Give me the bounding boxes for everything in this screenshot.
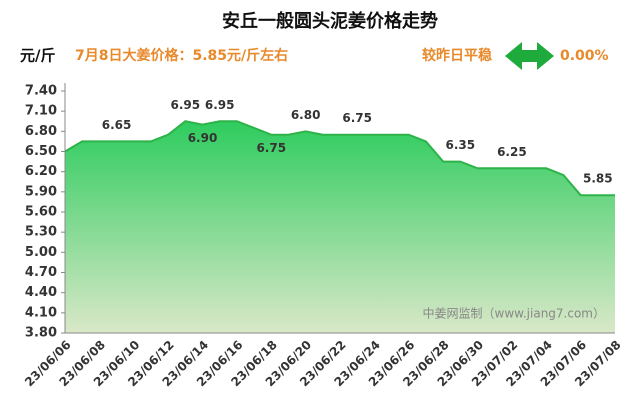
- y-tick-label: 7.40: [25, 84, 57, 99]
- line: [64, 120, 615, 197]
- y-tick-label: 6.80: [25, 124, 57, 139]
- data-label: 6.25: [497, 145, 527, 159]
- plot-area: 3.80 4.10 4.40 4.70 5.00 5.30 5.60 5.90 6.20 6.50…: [22, 83, 624, 389]
- data-label: 6.35: [446, 138, 476, 152]
- data-label: 5.85: [583, 172, 613, 186]
- y-tick-label: 3.80: [25, 326, 57, 341]
- y-tick-label: 5.60: [25, 205, 57, 220]
- data-label: 6.75: [256, 141, 286, 155]
- y-tick-label: 4.40: [25, 285, 57, 300]
- y-unit: 元/斤: [20, 47, 55, 65]
- data-label: 6.95: [171, 98, 201, 112]
- flat-arrow-icon: [505, 42, 554, 70]
- subtitle: 7月8日大姜价格：5.85元/斤左右: [75, 47, 288, 64]
- y-tick-label: 6.20: [25, 164, 57, 179]
- change-text: 较昨日平稳: [422, 47, 492, 64]
- data-label: 6.90: [188, 131, 218, 145]
- data-label: 6.75: [342, 111, 372, 125]
- y-tick-label: 6.50: [25, 144, 57, 159]
- y-tick-label: 5.00: [25, 245, 57, 260]
- watermark: 中姜网监制（www.jiang7.com）: [423, 306, 605, 321]
- y-tick-label: 4.10: [25, 305, 57, 320]
- y-tick-label: 5.30: [25, 225, 57, 240]
- data-label: 6.95: [205, 98, 235, 112]
- data-label: 6.65: [102, 118, 132, 132]
- y-tick-label: 4.70: [25, 265, 57, 280]
- change-value: 0.00%: [560, 48, 609, 64]
- y-tick-label: 5.90: [25, 184, 57, 199]
- y-tick-label: 7.10: [25, 104, 57, 119]
- area: [65, 121, 615, 333]
- data-label: 6.80: [291, 108, 321, 122]
- chart-title: 安丘一般圆头泥姜价格走势: [222, 10, 438, 32]
